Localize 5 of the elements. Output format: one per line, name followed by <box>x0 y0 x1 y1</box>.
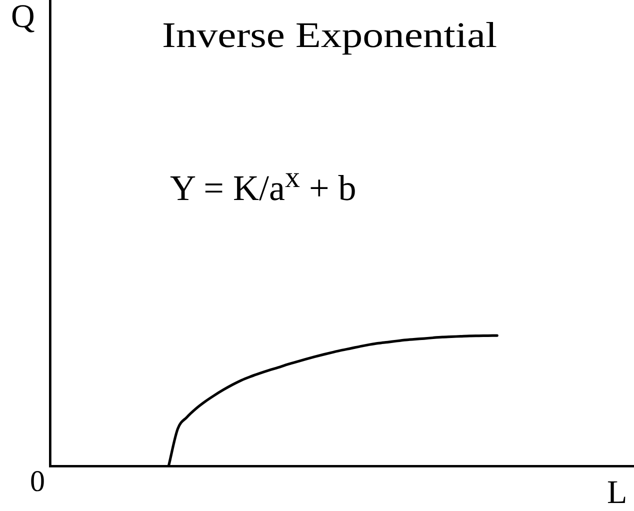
text: 0 <box>30 465 45 498</box>
text: Q <box>11 0 35 35</box>
x-axis-title: L <box>607 475 628 511</box>
chart-title: Inverse Exponential <box>162 15 498 55</box>
text: Y = K/a$^{x}$ + b <box>170 161 356 208</box>
